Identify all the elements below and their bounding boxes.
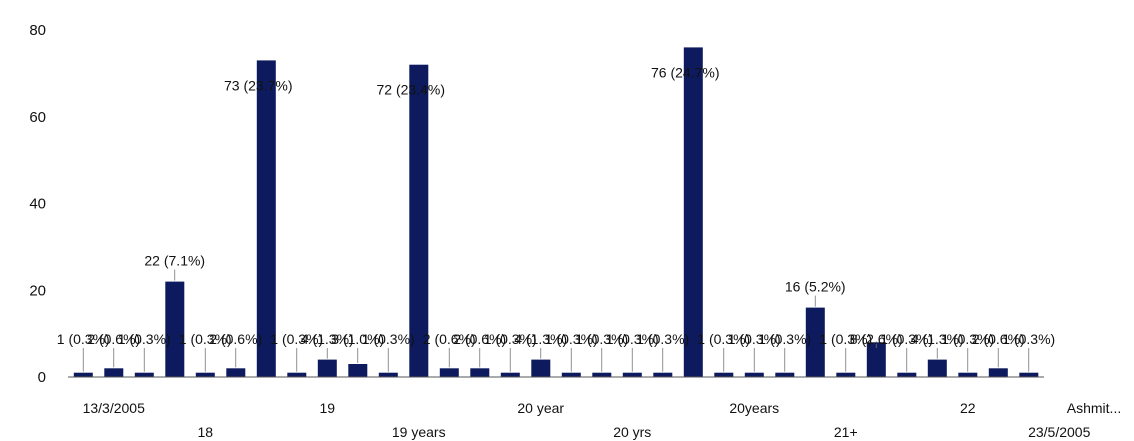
data-label: 1 (0.3%) xyxy=(941,331,994,347)
data-label: 76 (24.7%) xyxy=(651,64,719,80)
data-label: 1 (0.3%) xyxy=(362,331,415,347)
bar xyxy=(165,281,185,377)
bar xyxy=(805,307,825,377)
bar xyxy=(409,64,429,377)
data-label: 4 (1.3%) xyxy=(911,331,964,347)
data-label: 1 (0.3%) xyxy=(484,331,537,347)
data-label: 1 (0.3%) xyxy=(1002,331,1055,347)
bar xyxy=(988,368,1008,377)
data-label: 1 (0.3%) xyxy=(575,331,628,347)
data-label: 4 (1.3%) xyxy=(514,331,567,347)
data-label: 8 (2.6%) xyxy=(850,331,903,347)
x-tick-label: 21+ xyxy=(834,424,858,440)
bar xyxy=(866,342,886,377)
y-tick-label: 20 xyxy=(29,282,46,299)
bar xyxy=(195,372,215,377)
data-label: 72 (23.4%) xyxy=(377,82,445,98)
x-tick-label: 19 years xyxy=(392,424,446,440)
data-label: 1 (0.3%) xyxy=(179,331,232,347)
data-label: 1 (0.3%) xyxy=(819,331,872,347)
bar xyxy=(134,372,154,377)
data-label: 1 (0.3%) xyxy=(606,331,659,347)
data-label: 2 (0.6%) xyxy=(209,331,262,347)
y-axis: 0 20 40 60 80 xyxy=(29,22,46,386)
data-labels: 1 (0.3%)2 (0.6%)1 (0.3%)22 (7.1%)1 (0.3%… xyxy=(57,64,1055,372)
bar xyxy=(378,372,398,377)
bar xyxy=(744,372,764,377)
bars xyxy=(68,47,1044,378)
bar xyxy=(622,372,642,377)
data-label: 2 (0.6%) xyxy=(423,331,476,347)
data-label: 2 (0.6%) xyxy=(972,331,1025,347)
bar xyxy=(256,60,276,378)
bar xyxy=(73,372,93,377)
data-label: 2 (0.6%) xyxy=(87,331,140,347)
data-label: 73 (23.7%) xyxy=(224,77,292,93)
data-label: 2 (0.6%) xyxy=(453,331,506,347)
data-label: 1 (0.3%) xyxy=(697,331,750,347)
data-label: 1 (0.3%) xyxy=(880,331,933,347)
bar xyxy=(1019,372,1039,377)
bar xyxy=(836,372,856,377)
data-label: 1 (0.3%) xyxy=(57,331,110,347)
x-tick-label: 20years xyxy=(729,400,779,416)
y-tick-label: 60 xyxy=(29,109,46,126)
bar xyxy=(958,372,978,377)
x-tick-label: Ashmit... xyxy=(1067,400,1121,416)
bar xyxy=(531,359,551,377)
data-label: 1 (0.3%) xyxy=(118,331,171,347)
data-label: 1 (0.3%) xyxy=(758,331,811,347)
bar xyxy=(470,368,490,377)
bar xyxy=(439,368,459,377)
x-tick-label: 18 xyxy=(197,424,213,440)
bar xyxy=(500,372,520,377)
data-label: 16 (5.2%) xyxy=(785,279,846,295)
x-axis: 13/3/2005 18 19 19 years 20 year 20 yrs 20year… xyxy=(83,400,1122,440)
data-label: 3 (1.0%) xyxy=(331,331,384,347)
x-tick-label: 19 xyxy=(319,400,335,416)
bar xyxy=(561,372,581,377)
bar xyxy=(592,372,612,377)
bar xyxy=(226,368,246,377)
data-label: 1 (0.3%) xyxy=(270,331,323,347)
y-tick-label: 40 xyxy=(29,196,46,213)
bar xyxy=(683,47,703,378)
x-tick-label: 13/3/2005 xyxy=(83,400,145,416)
x-tick-label: 23/5/2005 xyxy=(1028,424,1090,440)
bar xyxy=(104,368,124,377)
x-tick-label: 20 yrs xyxy=(613,424,651,440)
y-tick-label: 80 xyxy=(29,22,46,39)
bar xyxy=(927,359,947,377)
bar xyxy=(653,372,673,377)
x-tick-label: 22 xyxy=(960,400,976,416)
bar xyxy=(287,372,307,377)
x-tick-label: 20 year xyxy=(517,400,564,416)
bar xyxy=(317,359,337,377)
y-tick-label: 0 xyxy=(38,369,46,386)
bar xyxy=(897,372,917,377)
data-label: 1 (0.3%) xyxy=(545,331,598,347)
bar xyxy=(348,364,368,377)
bar xyxy=(714,372,734,377)
data-label: 1 (0.3%) xyxy=(728,331,781,347)
data-label: 1 (0.3%) xyxy=(636,331,689,347)
data-label: 22 (7.1%) xyxy=(144,253,205,269)
bar xyxy=(775,372,795,377)
data-label: 4 (1.3%) xyxy=(301,331,354,347)
